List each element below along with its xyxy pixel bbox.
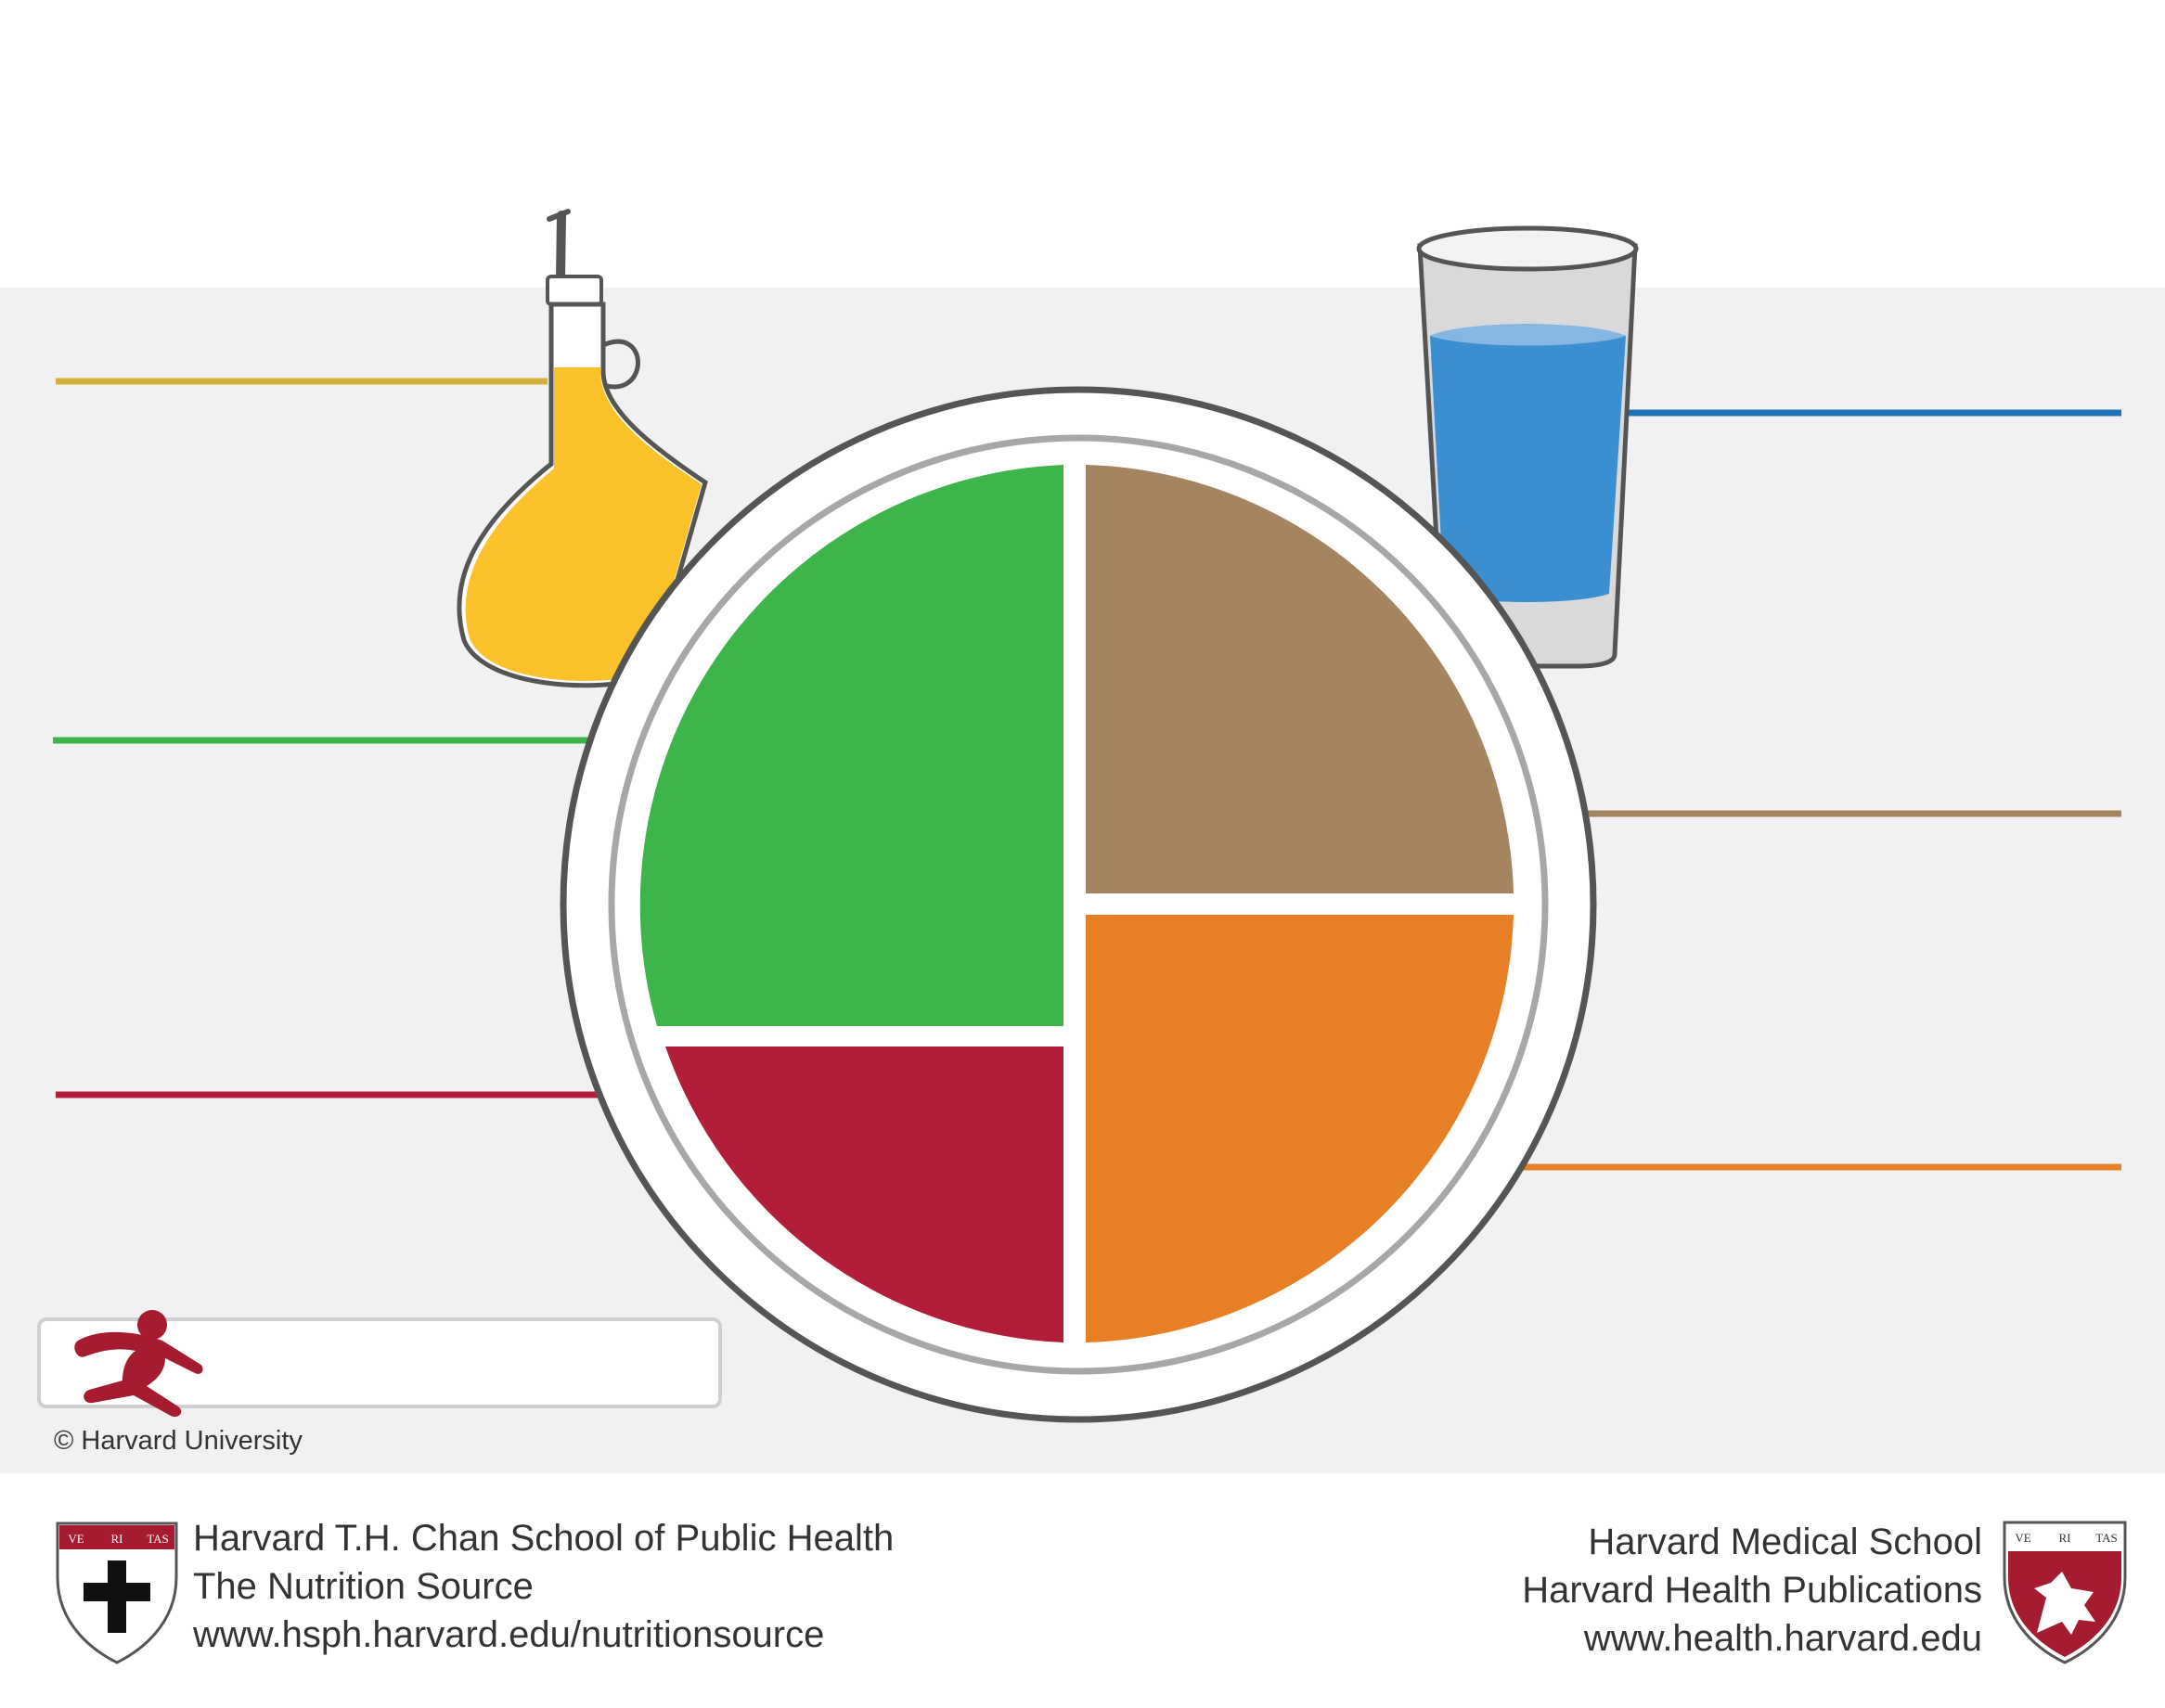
copyright-notice: © Harvard University bbox=[54, 1426, 303, 1456]
water-glass-rim bbox=[1416, 225, 1639, 272]
harvard-chan-shield-cross bbox=[84, 1560, 150, 1633]
oil-bottle-spout-tip bbox=[547, 209, 571, 222]
harvard-medical-shield-text-1: VE bbox=[2015, 1531, 2030, 1545]
footer-left-publication: The Nutrition Source bbox=[193, 1566, 534, 1607]
harvard-medical-shield-text-3: TAS bbox=[2095, 1531, 2118, 1545]
water-glass-icon bbox=[1416, 225, 1639, 669]
harvard-chan-shield-text-3: TAS bbox=[147, 1532, 169, 1546]
running-figure-icon bbox=[74, 1310, 203, 1418]
harvard-chan-shield-band bbox=[59, 1525, 174, 1549]
plate-section-vegetables bbox=[639, 465, 1063, 1026]
harvard-chan-shield-text-1: VE bbox=[68, 1532, 84, 1546]
footer-left-url[interactable]: www.hsph.harvard.edu/nutritionsource bbox=[193, 1614, 825, 1655]
harvard-medical-shield-lion bbox=[2034, 1572, 2095, 1635]
plate-section-fruits bbox=[665, 1047, 1063, 1342]
footer-left-text: Harvard T.H. Chan School of Public Healt… bbox=[193, 1514, 894, 1659]
harvard-medical-shield-band bbox=[2006, 1524, 2123, 1549]
harvard-chan-shield-text-2: RI bbox=[111, 1532, 123, 1546]
water-glass-surface bbox=[1430, 324, 1626, 346]
footer-right-school: Harvard Medical School bbox=[1588, 1522, 1982, 1562]
oil-bottle-liquid bbox=[465, 367, 702, 681]
runner-head bbox=[137, 1310, 167, 1340]
footer-left-school: Harvard T.H. Chan School of Public Healt… bbox=[193, 1518, 895, 1559]
plate-section-protein bbox=[1086, 915, 1514, 1342]
footer-right-text: Harvard Medical School Harvard Health Pu… bbox=[1522, 1518, 1982, 1663]
footer-right-url[interactable]: www.health.harvard.edu bbox=[1583, 1618, 1982, 1659]
plate-section-whole-grains bbox=[1086, 465, 1514, 893]
oil-bottle-handle bbox=[601, 339, 640, 390]
harvard-medical-shield-text-2: RI bbox=[2059, 1531, 2071, 1545]
harvard-chan-shield-icon: VE RI TAS bbox=[56, 1522, 178, 1664]
oil-bottle-cap bbox=[546, 275, 603, 306]
harvard-medical-shield-icon: VE RI TAS bbox=[2003, 1521, 2127, 1664]
runner-body bbox=[74, 1331, 203, 1418]
activity-box bbox=[37, 1317, 722, 1408]
footer-right-publication: Harvard Health Publications bbox=[1522, 1570, 1982, 1611]
water-glass-liquid bbox=[1430, 324, 1626, 602]
oil-bottle-icon bbox=[457, 209, 708, 688]
